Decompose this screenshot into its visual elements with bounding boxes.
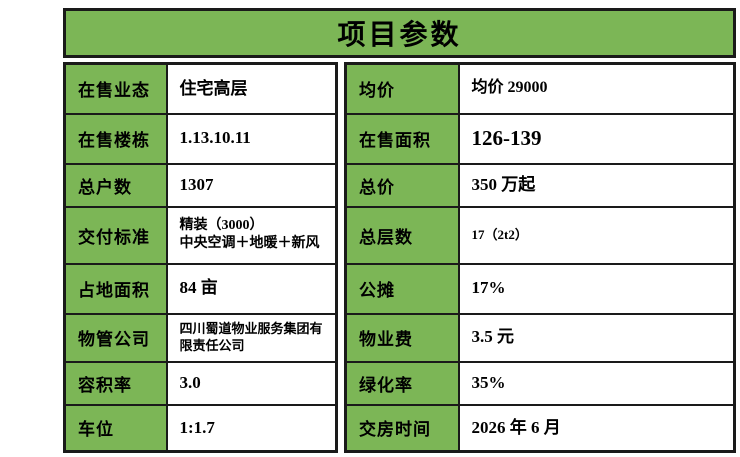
table-row: 总层数 17（2t2） <box>344 205 736 265</box>
label-cell: 绿化率 <box>344 360 460 406</box>
table-row: 均价 均价 29000 <box>344 62 736 115</box>
label-cell: 在售楼栋 <box>63 112 168 165</box>
project-parameters-table: 项目参数 在售业态 住宅高层 在售楼栋 1.13.10.11 总户数 1307 … <box>63 8 736 453</box>
table-row: 在售面积 126-139 <box>344 112 736 165</box>
label-cell: 在售面积 <box>344 112 460 165</box>
table-row: 在售业态 住宅高层 <box>63 62 338 115</box>
label-cell: 总价 <box>344 162 460 208</box>
label-cell: 交付标准 <box>63 205 168 265</box>
table-row: 车位 1:1.7 <box>63 403 338 453</box>
label-cell: 占地面积 <box>63 262 168 315</box>
value-cell: 35% <box>457 360 736 406</box>
value-cell: 1:1.7 <box>165 403 338 453</box>
value-cell: 17% <box>457 262 736 315</box>
table-row: 占地面积 84 亩 <box>63 262 338 315</box>
value-cell: 17（2t2） <box>457 205 736 265</box>
table-row: 物业费 3.5 元 <box>344 312 736 363</box>
table-title: 项目参数 <box>63 8 736 58</box>
value-cell: 四川蜀道物业服务集团有限责任公司 <box>165 312 338 363</box>
label-cell: 均价 <box>344 62 460 115</box>
label-cell: 物业费 <box>344 312 460 363</box>
value-cell: 1.13.10.11 <box>165 112 338 165</box>
value-cell: 精装（3000） 中央空调＋地暖＋新风 <box>165 205 338 265</box>
table-row: 绿化率 35% <box>344 360 736 406</box>
table-body: 在售业态 住宅高层 在售楼栋 1.13.10.11 总户数 1307 交付标准 … <box>63 62 736 453</box>
label-cell: 在售业态 <box>63 62 168 115</box>
value-cell: 350 万起 <box>457 162 736 208</box>
label-cell: 总户数 <box>63 162 168 208</box>
value-cell: 84 亩 <box>165 262 338 315</box>
table-row: 在售楼栋 1.13.10.11 <box>63 112 338 165</box>
table-row: 容积率 3.0 <box>63 360 338 406</box>
value-cell: 均价 29000 <box>457 62 736 115</box>
label-cell: 总层数 <box>344 205 460 265</box>
right-half-table: 均价 均价 29000 在售面积 126-139 总价 350 万起 总层数 1… <box>344 62 736 453</box>
table-row: 交房时间 2026 年 6 月 <box>344 403 736 453</box>
label-cell: 车位 <box>63 403 168 453</box>
table-row: 交付标准 精装（3000） 中央空调＋地暖＋新风 <box>63 205 338 265</box>
label-cell: 公摊 <box>344 262 460 315</box>
value-cell: 住宅高层 <box>165 62 338 115</box>
table-row: 总价 350 万起 <box>344 162 736 208</box>
table-row: 物管公司 四川蜀道物业服务集团有限责任公司 <box>63 312 338 363</box>
value-cell: 1307 <box>165 162 338 208</box>
table-row: 公摊 17% <box>344 262 736 315</box>
left-half-table: 在售业态 住宅高层 在售楼栋 1.13.10.11 总户数 1307 交付标准 … <box>63 62 338 453</box>
table-row: 总户数 1307 <box>63 162 338 208</box>
label-cell: 容积率 <box>63 360 168 406</box>
value-cell: 3.0 <box>165 360 338 406</box>
value-cell: 2026 年 6 月 <box>457 403 736 453</box>
label-cell: 交房时间 <box>344 403 460 453</box>
value-cell: 126-139 <box>457 112 736 165</box>
value-cell: 3.5 元 <box>457 312 736 363</box>
label-cell: 物管公司 <box>63 312 168 363</box>
